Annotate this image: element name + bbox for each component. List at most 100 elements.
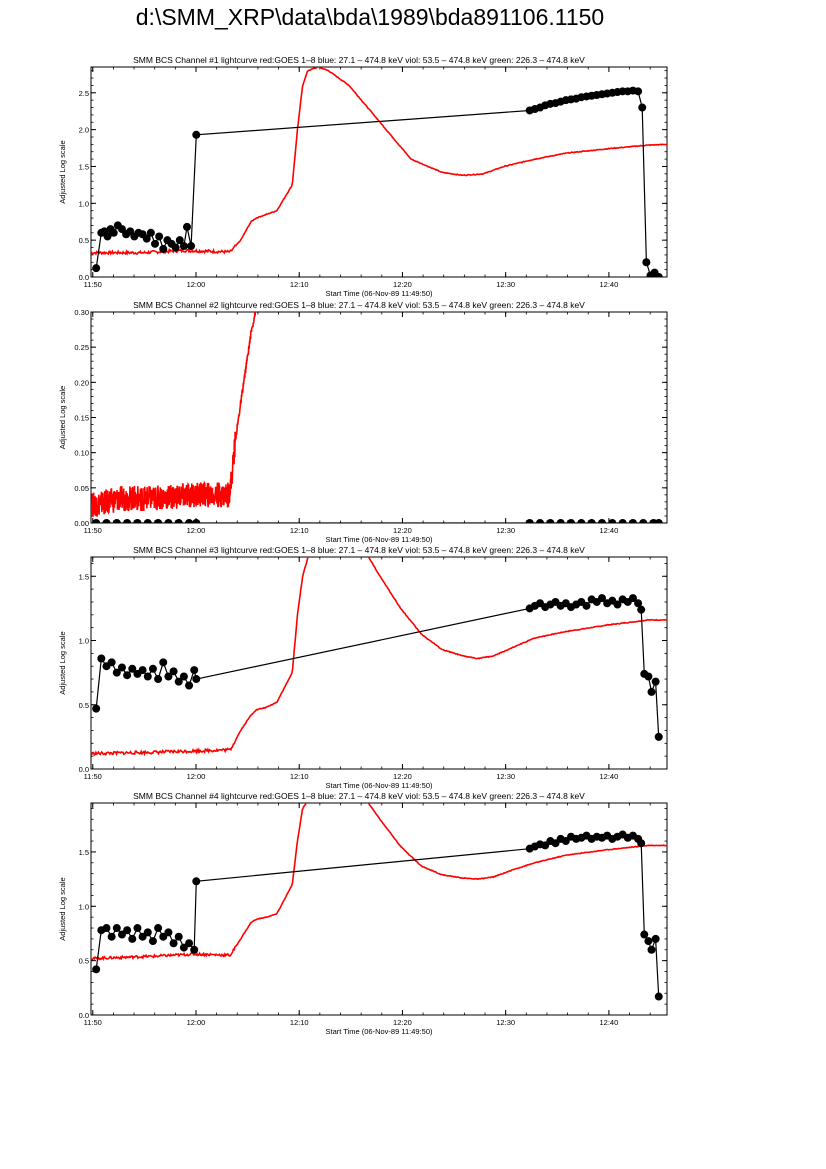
data-point	[159, 245, 168, 253]
data-point	[154, 675, 163, 684]
series-line-goes	[91, 312, 257, 518]
data-point	[556, 519, 565, 523]
chart-title: SMM BCS Channel #3 lightcurve red:GOES 1…	[133, 545, 585, 555]
x-tick-label: 12:10	[290, 526, 309, 535]
data-point	[148, 664, 157, 673]
x-tick-label: 12:20	[393, 280, 412, 289]
data-point	[644, 937, 653, 946]
data-point	[92, 264, 101, 273]
plot-series-group	[91, 67, 667, 277]
x-tick-label: 11:50	[84, 526, 102, 535]
y-tick-label: 0.10	[74, 449, 89, 458]
plot-series-group	[91, 803, 667, 1001]
data-point	[613, 600, 622, 609]
data-point	[640, 930, 649, 939]
data-point	[175, 236, 184, 245]
data-point	[185, 519, 194, 523]
plot-frame	[90, 66, 668, 278]
x-tick-label: 12:20	[393, 1018, 412, 1027]
y-axis-label: Adjusted Log scale	[58, 877, 67, 940]
data-point	[143, 928, 152, 937]
x-tick-label: 12:30	[496, 1018, 515, 1027]
data-point	[159, 658, 168, 667]
data-point	[123, 671, 132, 680]
data-point	[192, 675, 201, 684]
y-tick-label: 0.0	[79, 273, 89, 282]
chart-title: SMM BCS Channel #2 lightcurve red:GOES 1…	[133, 300, 585, 310]
x-tick-label: 12:20	[393, 526, 412, 535]
data-point	[192, 519, 201, 523]
data-point	[647, 945, 656, 954]
y-axis-label: Adjusted Log scale	[58, 631, 67, 694]
x-axis-label: Start Time (06-Nov-89 11:49:50)	[326, 535, 433, 544]
data-point	[190, 945, 199, 954]
chart-panel-1: SMM BCS Channel #1 lightcurve red:GOES 1…	[58, 55, 668, 298]
x-tick-label: 12:00	[187, 1018, 206, 1027]
data-point	[618, 519, 627, 523]
x-tick-label: 12:40	[599, 280, 618, 289]
data-point	[183, 222, 191, 231]
data-point	[587, 519, 596, 523]
x-tick-label: 12:30	[496, 772, 515, 781]
data-point	[525, 519, 534, 523]
data-point	[164, 519, 173, 523]
data-point	[169, 667, 178, 676]
data-point	[651, 934, 660, 943]
data-point	[117, 663, 126, 672]
y-tick-label: 0.15	[74, 414, 89, 423]
x-tick-label: 12:10	[290, 280, 309, 289]
y-tick-label: 1.5	[79, 572, 89, 581]
y-tick-label: 0.0	[79, 765, 89, 774]
y-tick-label: 0.5	[79, 957, 89, 966]
data-point	[109, 228, 118, 237]
y-axis-label: Adjusted Log scale	[58, 386, 67, 449]
x-tick-label: 12:00	[187, 280, 206, 289]
page-title: d:\SMM_XRP\data\bda\1989\bda891106.1150	[135, 4, 605, 30]
y-tick-label: 0.0	[79, 1011, 89, 1020]
data-point	[637, 839, 646, 848]
plot-series-group	[91, 312, 663, 523]
data-point	[187, 242, 196, 251]
x-tick-label: 11:50	[84, 1018, 102, 1027]
data-point	[185, 681, 194, 690]
data-point	[638, 103, 647, 112]
data-point	[185, 939, 194, 948]
data-point	[179, 672, 188, 681]
data-point	[642, 258, 651, 267]
plot-series-group	[91, 557, 667, 757]
chart-panel-2: SMM BCS Channel #2 lightcurve red:GOES 1…	[58, 300, 668, 544]
data-point	[546, 519, 555, 523]
data-point	[192, 130, 201, 139]
series-line-bcs	[95, 597, 660, 737]
data-point	[92, 704, 101, 713]
data-point	[92, 965, 101, 974]
data-point	[102, 519, 111, 523]
chart-panel-4: SMM BCS Channel #4 lightcurve red:GOES 1…	[58, 791, 668, 1036]
data-point	[97, 654, 106, 663]
y-axis-label: Adjusted Log scale	[58, 140, 67, 203]
data-point	[143, 672, 152, 681]
x-axis-label: Start Time (06-Nov-89 11:49:50)	[326, 781, 433, 790]
data-point	[171, 243, 180, 252]
data-point	[112, 668, 121, 677]
data-point	[644, 672, 653, 681]
chart-panel-3: SMM BCS Channel #3 lightcurve red:GOES 1…	[58, 545, 668, 790]
data-point	[107, 658, 116, 667]
data-point	[639, 519, 648, 523]
data-point	[92, 519, 101, 523]
y-tick-label: 0.5	[79, 701, 89, 710]
data-point	[651, 677, 660, 686]
x-tick-label: 12:30	[496, 280, 515, 289]
data-point	[154, 924, 163, 933]
y-tick-label: 0.05	[74, 484, 89, 493]
data-point	[133, 924, 142, 933]
data-point	[164, 928, 173, 937]
data-point	[133, 519, 142, 523]
y-tick-label: 2.5	[79, 89, 89, 98]
data-point	[164, 672, 173, 681]
y-tick-label: 2.0	[79, 126, 89, 135]
y-tick-label: 0.25	[74, 343, 89, 352]
x-tick-label: 12:40	[599, 526, 618, 535]
data-point	[628, 519, 637, 523]
data-point	[634, 87, 643, 96]
